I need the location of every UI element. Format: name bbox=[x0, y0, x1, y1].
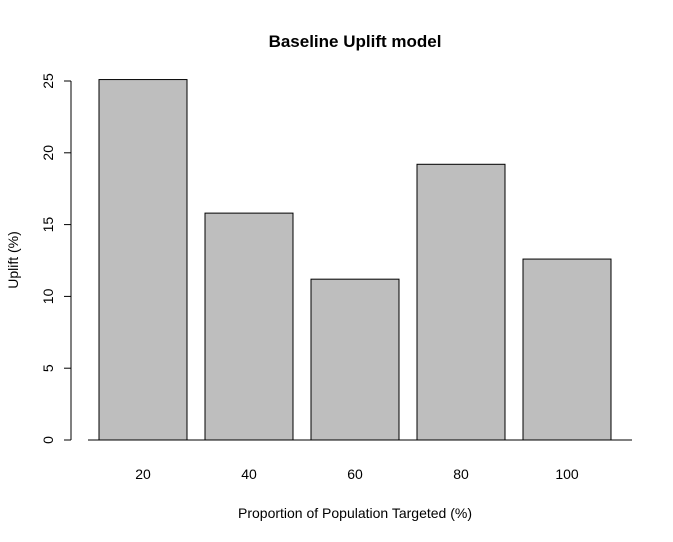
bar-40 bbox=[204, 212, 294, 441]
bar-80 bbox=[416, 163, 506, 441]
y-tick-label: 0 bbox=[40, 436, 56, 444]
y-axis: 0 5 10 15 20 25 bbox=[40, 73, 72, 444]
y-tick-label: 15 bbox=[40, 217, 56, 233]
bar-60 bbox=[310, 278, 400, 441]
x-tick-label: 100 bbox=[555, 466, 579, 482]
y-tick-label: 25 bbox=[40, 73, 56, 89]
bar-100 bbox=[522, 258, 612, 441]
y-tick-label: 10 bbox=[40, 288, 56, 304]
bar-20 bbox=[98, 79, 188, 441]
chart-title: Baseline Uplift model bbox=[269, 32, 442, 51]
x-axis-label: Proportion of Population Targeted (%) bbox=[238, 505, 472, 521]
x-tick-label: 80 bbox=[453, 466, 469, 482]
y-axis-label: Uplift (%) bbox=[5, 231, 21, 289]
y-tick-label: 5 bbox=[40, 364, 56, 372]
bars-group bbox=[88, 79, 632, 441]
x-tick-labels: 20 40 60 80 100 bbox=[135, 466, 579, 482]
x-tick-label: 60 bbox=[347, 466, 363, 482]
x-tick-label: 40 bbox=[241, 466, 257, 482]
y-tick-label: 20 bbox=[40, 145, 56, 161]
x-tick-label: 20 bbox=[135, 466, 151, 482]
